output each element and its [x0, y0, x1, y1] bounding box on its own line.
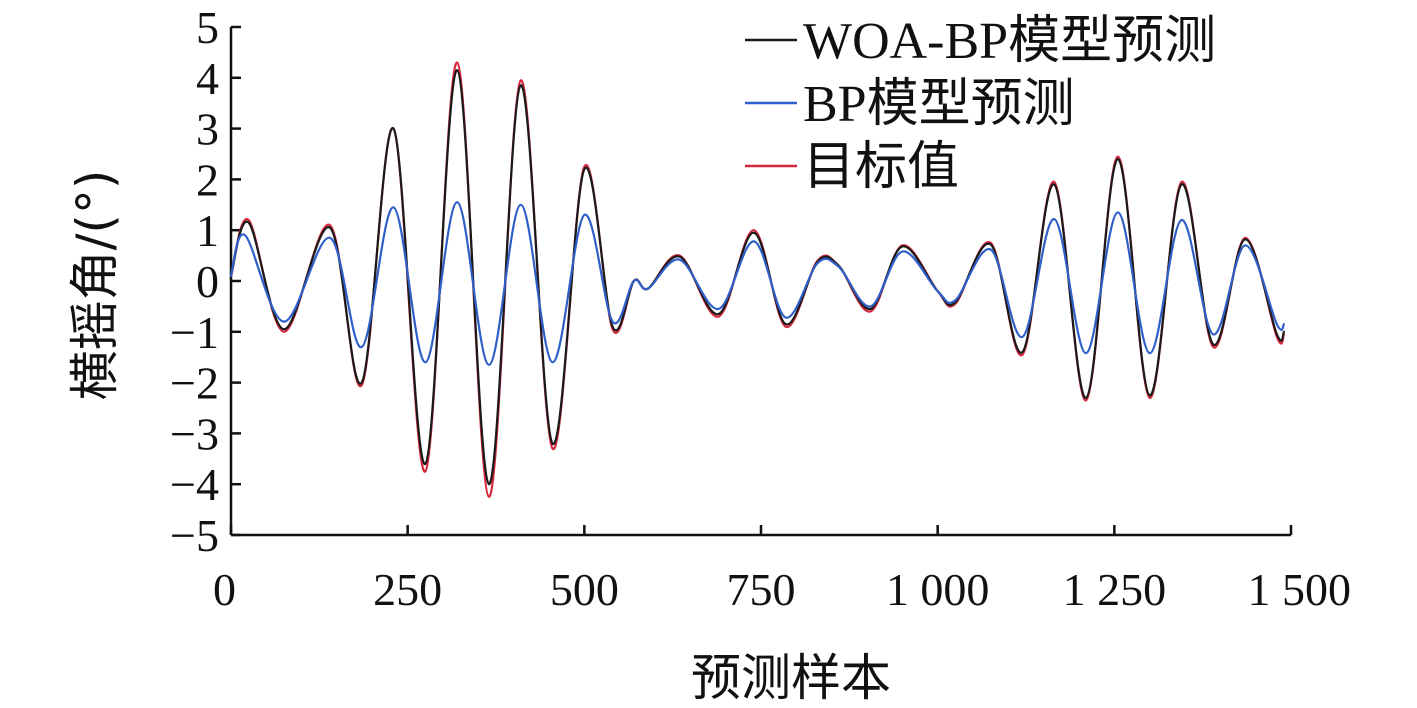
- legend-label: WOA-BP模型预测: [803, 13, 1216, 70]
- bp-series-line: [229, 201, 1286, 366]
- y-tick-label: −1: [170, 307, 219, 358]
- y-tick-label: 1: [196, 205, 219, 256]
- x-axis-title: 预测样本: [691, 649, 891, 707]
- x-tick-label: 500: [550, 564, 619, 615]
- x-tick-label: 1 250: [1063, 564, 1167, 615]
- axis-titles: 预测样本 横摇角/(°): [66, 170, 891, 707]
- y-axis-title: 横摇角/(°): [66, 170, 124, 401]
- x-tick-label: 250: [373, 564, 442, 615]
- x-tick-label: 1 500: [1248, 564, 1352, 615]
- y-tick-label: 3: [196, 104, 219, 155]
- x-tick-label: 1 000: [886, 564, 990, 615]
- x-tick-label: 750: [727, 564, 796, 615]
- y-tick-label: 4: [196, 53, 219, 104]
- legend-label: 目标值: [803, 139, 959, 196]
- series-lines: [229, 61, 1286, 499]
- y-tick-label: −3: [170, 408, 219, 459]
- y-tick-label: −2: [170, 358, 219, 409]
- x-tick-label: 0: [213, 564, 236, 615]
- woa-bp-series-line: [229, 69, 1286, 486]
- y-tick-label: −5: [170, 510, 219, 561]
- legend-label: BP模型预测: [803, 76, 1075, 133]
- y-tick-label: 2: [196, 154, 219, 205]
- y-tick-label: 5: [196, 2, 219, 53]
- y-tick-label: 0: [196, 256, 219, 307]
- y-tick-label: −4: [170, 459, 219, 510]
- target-series-line: [229, 61, 1286, 499]
